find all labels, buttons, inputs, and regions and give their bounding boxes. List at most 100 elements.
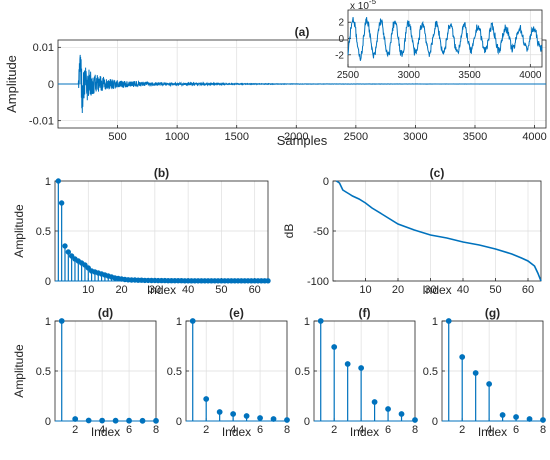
data-line xyxy=(335,180,542,282)
stem-marker xyxy=(85,265,91,271)
x-tick-label: 3500 xyxy=(458,70,481,81)
x-tick-label: 10 xyxy=(359,284,371,296)
x-tick-label: 50 xyxy=(215,284,227,296)
chart-c: 10 20 30 40 50 60 -100 -50 0 (c) Index dB xyxy=(282,166,542,297)
stem-marker xyxy=(58,318,65,324)
x-tick-label: 3000 xyxy=(398,70,421,81)
x-tick-label: 10 xyxy=(82,284,94,296)
x-tick-label: 6 xyxy=(257,424,263,436)
chart-a: 500 1000 1500 2000 2500 3000 3500 4000 -0.01 0 0.0… xyxy=(4,0,547,148)
y-tick-label: -50 xyxy=(313,226,329,238)
stem-marker xyxy=(317,318,324,324)
chart-title: (b) xyxy=(154,166,169,180)
y-tick-label: 0.5 xyxy=(423,366,438,378)
stem-marker xyxy=(257,415,263,421)
x-tick-label: 8 xyxy=(412,424,418,436)
y-tick-label: 0 xyxy=(48,79,54,91)
inset-line xyxy=(347,17,543,61)
y-tick-label: 1 xyxy=(304,316,310,328)
stem-marker xyxy=(230,411,237,417)
x-axis-label: Index xyxy=(350,425,379,439)
x-tick-label: 2 xyxy=(331,424,337,436)
y-tick-label: 0 xyxy=(323,176,329,188)
y-axis-label: Amplitude xyxy=(12,204,26,258)
x-tick-label: 4 xyxy=(358,424,364,436)
stem-marker xyxy=(189,318,196,324)
stem-marker xyxy=(371,399,378,405)
x-tick-label: 3500 xyxy=(463,131,487,143)
x-tick-label: 6 xyxy=(385,424,391,436)
x-tick-label: 3000 xyxy=(403,131,427,143)
x-tick-label: 4 xyxy=(230,424,236,436)
y-tick-label: -2 xyxy=(335,50,344,61)
y-tick-label: 0 xyxy=(176,416,182,428)
y-tick-label: 0.5 xyxy=(167,366,182,378)
y-tick-label: 0 xyxy=(45,276,51,288)
x-tick-label: 2000 xyxy=(284,131,308,143)
stem-marker xyxy=(243,413,250,419)
stem-marker xyxy=(55,178,62,184)
x-axis-label: Index xyxy=(222,425,251,439)
stem-marker xyxy=(65,249,72,255)
x-tick-label: 20 xyxy=(115,284,127,296)
x-tick-label: 4 xyxy=(486,424,492,436)
x-tick-label: 40 xyxy=(182,284,194,296)
x-axis-label: Index xyxy=(147,283,176,297)
x-tick-label: 30 xyxy=(424,284,436,296)
y-tick-label: 0 xyxy=(45,416,51,428)
x-axis-label: Index xyxy=(91,425,120,439)
stem-marker xyxy=(68,253,75,259)
stem-marker xyxy=(284,417,290,423)
y-tick-label: 0 xyxy=(304,416,310,428)
y-tick-label: 1 xyxy=(176,316,182,328)
chart-title: (e) xyxy=(229,306,244,320)
x-tick-label: 60 xyxy=(249,284,261,296)
y-tick-label: 0.5 xyxy=(36,366,51,378)
y-tick-label: 0 xyxy=(338,34,344,45)
x-tick-label: 4000 xyxy=(522,131,546,143)
y-tick-label: -100 xyxy=(307,276,329,288)
stem-marker xyxy=(58,200,65,206)
stem-marker xyxy=(344,361,351,367)
x-tick-label: 8 xyxy=(540,424,546,436)
y-tick-label: 0.5 xyxy=(295,366,310,378)
x-tick-label: 2500 xyxy=(344,131,368,143)
x-tick-label: 60 xyxy=(522,284,534,296)
chart-title: (d) xyxy=(98,306,113,320)
y-tick-label: 0.5 xyxy=(36,226,51,238)
stem-marker xyxy=(331,344,338,350)
x-axis-label: Samples xyxy=(277,133,328,148)
x-tick-label: 1000 xyxy=(165,131,189,143)
x-tick-label: 8 xyxy=(153,424,159,436)
x-tick-label: 2 xyxy=(203,424,209,436)
y-tick-label: 1 xyxy=(45,176,51,188)
impulse-response-line xyxy=(58,54,546,114)
chart-f: 2 4 6 8 0 0.5 1 (f) Index xyxy=(295,306,418,439)
stem-marker xyxy=(486,381,493,387)
chart-d: 2 4 6 8 0 0.5 1 (d) Index Amplitude xyxy=(12,306,159,439)
y-tick-label: 1 xyxy=(45,316,51,328)
chart-title: (c) xyxy=(430,166,445,180)
x-tick-label: 6 xyxy=(126,424,132,436)
x-tick-label: 6 xyxy=(513,424,519,436)
stem-marker xyxy=(82,262,88,268)
y-axis-label: dB xyxy=(282,224,296,239)
stem-marker xyxy=(398,411,405,417)
chart-title: (f) xyxy=(359,306,371,320)
y-tick-label: 1 xyxy=(432,316,438,328)
x-tick-label: 50 xyxy=(489,284,501,296)
x-tick-label: 500 xyxy=(108,131,126,143)
stem-marker xyxy=(499,412,506,418)
stem-marker xyxy=(216,409,223,415)
x-tick-label: 40 xyxy=(457,284,469,296)
stem-marker xyxy=(459,354,466,360)
stem-marker xyxy=(358,365,365,371)
y-axis-label: Amplitude xyxy=(12,344,26,398)
stem-marker xyxy=(412,417,418,423)
stem-marker xyxy=(385,406,391,412)
stem-marker xyxy=(513,414,519,420)
stem-marker xyxy=(62,243,68,249)
x-tick-label: 2 xyxy=(459,424,465,436)
x-tick-label: 2 xyxy=(72,424,78,436)
